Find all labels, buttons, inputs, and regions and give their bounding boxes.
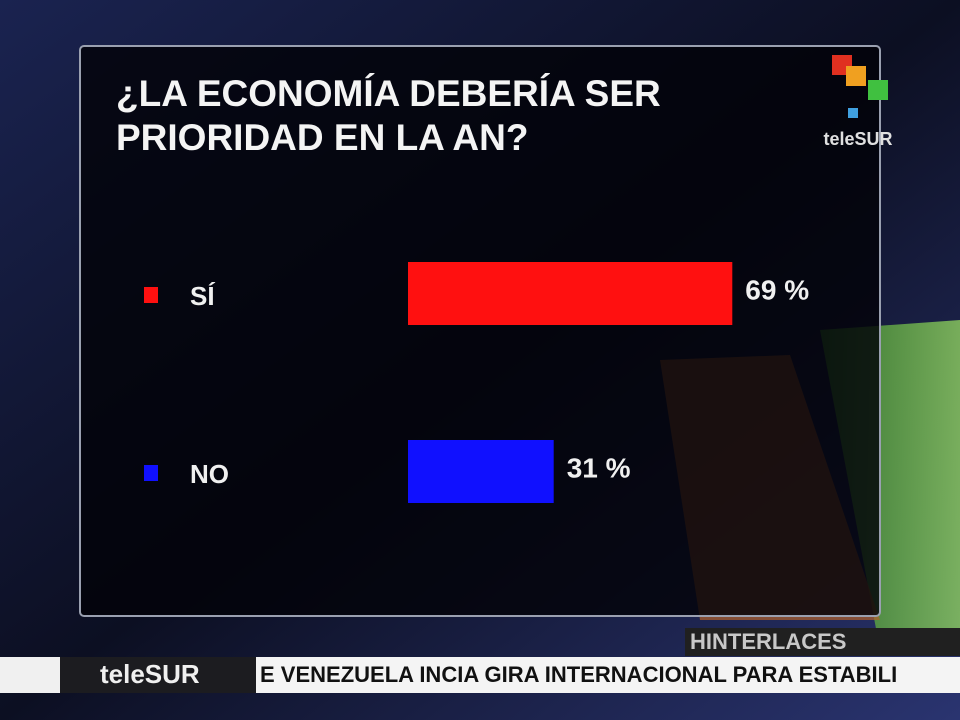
logo: teleSUR — [823, 55, 893, 149]
logo-square — [846, 66, 866, 86]
logo-square — [868, 80, 888, 100]
value-label: 69 % — [745, 274, 809, 305]
ticker-bar — [256, 657, 960, 693]
bar — [408, 262, 733, 325]
ticker-strip — [0, 657, 60, 693]
bar — [408, 440, 554, 503]
source: HINTERLACES — [690, 629, 846, 654]
plot: SÍ 69 % NO 31 % — [144, 262, 809, 503]
chart-title: ¿LA ECONOMÍA DEBERÍA SER — [116, 73, 661, 114]
logo-square — [848, 108, 858, 118]
panel — [79, 45, 881, 617]
category-label: NO — [190, 459, 229, 489]
source-box — [685, 628, 960, 656]
chart-title: PRIORIDAD EN LA AN? — [116, 117, 528, 158]
value-label: 31 % — [567, 452, 631, 483]
ticker-text: E VENEZUELA INCIA GIRA INTERNACIONAL PAR… — [260, 662, 897, 687]
ticker-channel: teleSUR — [100, 659, 200, 689]
ticker-channel-box — [60, 657, 256, 693]
category-label: SÍ — [190, 281, 215, 311]
legend-swatch — [144, 287, 158, 303]
legend-swatch — [144, 465, 158, 481]
logo-text: teleSUR — [823, 129, 892, 149]
